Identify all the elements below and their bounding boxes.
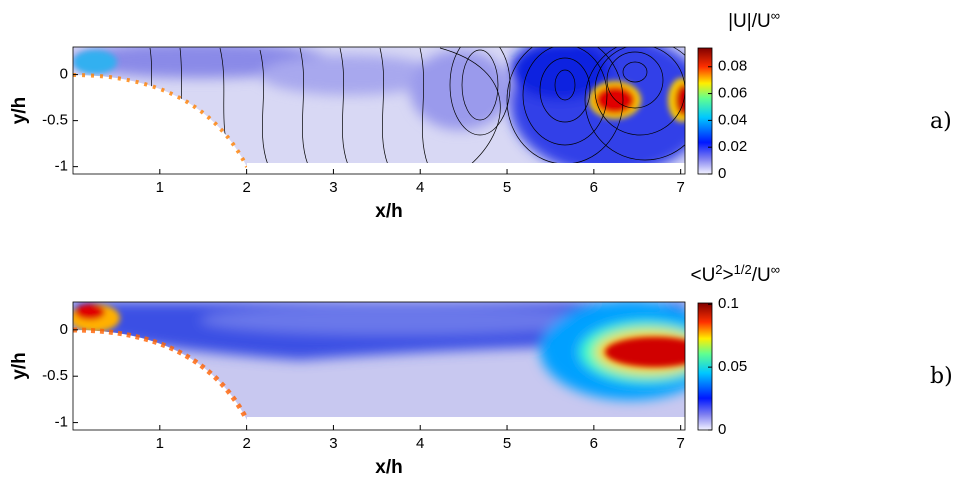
colorbar-tick-label: 0.08 [718,58,747,75]
x-tick-label: 6 [590,435,598,452]
field-a [73,47,685,174]
colorbar-title-sup: ∞ [771,8,780,23]
x-tick-label: 1 [156,435,164,452]
y-tick-label: -1 [55,414,68,431]
y-tick-label: -0.5 [42,112,68,129]
colorbar-title: |U|/U∞ [728,8,780,32]
colorbar-tick-label: 0.05 [718,358,747,375]
panel-label: a) [930,109,952,134]
x-tick-label: 2 [242,179,250,196]
panel-label: b) [930,364,953,389]
colorbar-title-sup: 1/2 [734,262,752,277]
colorbar-tick-label: 0.06 [718,85,747,102]
y-tick-label: -1 [55,158,68,175]
colorbar-title-part: <U [690,265,715,286]
x-tick-label: 5 [503,435,511,452]
x-tick-label: 7 [676,179,684,196]
x-tick-label: 5 [503,179,511,196]
axes-box [72,301,686,431]
colorbar [697,47,713,175]
x-tick-label: 1 [156,179,164,196]
x-tick-label: 4 [416,179,424,196]
x-tick-label: 2 [242,435,250,452]
streamlines [149,47,685,166]
x-tick-label: 6 [590,179,598,196]
field-b [73,302,685,430]
x-tick-label: 3 [329,179,337,196]
y-axis-label: y/h [9,97,30,124]
x-tick-label: 3 [329,435,337,452]
y-tick-label: 0 [60,321,68,338]
colorbar-tick-label: 0 [718,165,726,182]
colorbar-tick-label: 0.1 [718,295,739,312]
colorbar-title: <U2>1/2/U∞ [690,262,780,286]
colorbar-title-part: > [723,265,734,286]
colorbar-title-part: /U [752,265,771,286]
x-tick-label: 7 [676,435,684,452]
x-axis-label: x/h [375,201,402,222]
colorbar-tick-label: 0.04 [718,111,747,128]
y-axis-label: y/h [9,352,30,379]
colorbar-title-sup: 2 [715,262,722,277]
axes-box [72,46,686,175]
y-tick-label: 0 [60,66,68,83]
colorbar [697,302,713,431]
x-axis-label: x/h [375,457,402,478]
colorbar-title-sup: ∞ [771,262,780,277]
colorbar-title-part: |U|/U [728,11,771,32]
y-tick-label: -0.5 [42,367,68,384]
colorbar-tick-label: 0.02 [718,138,747,155]
x-tick-label: 4 [416,435,424,452]
colorbar-tick-label: 0 [718,421,726,438]
